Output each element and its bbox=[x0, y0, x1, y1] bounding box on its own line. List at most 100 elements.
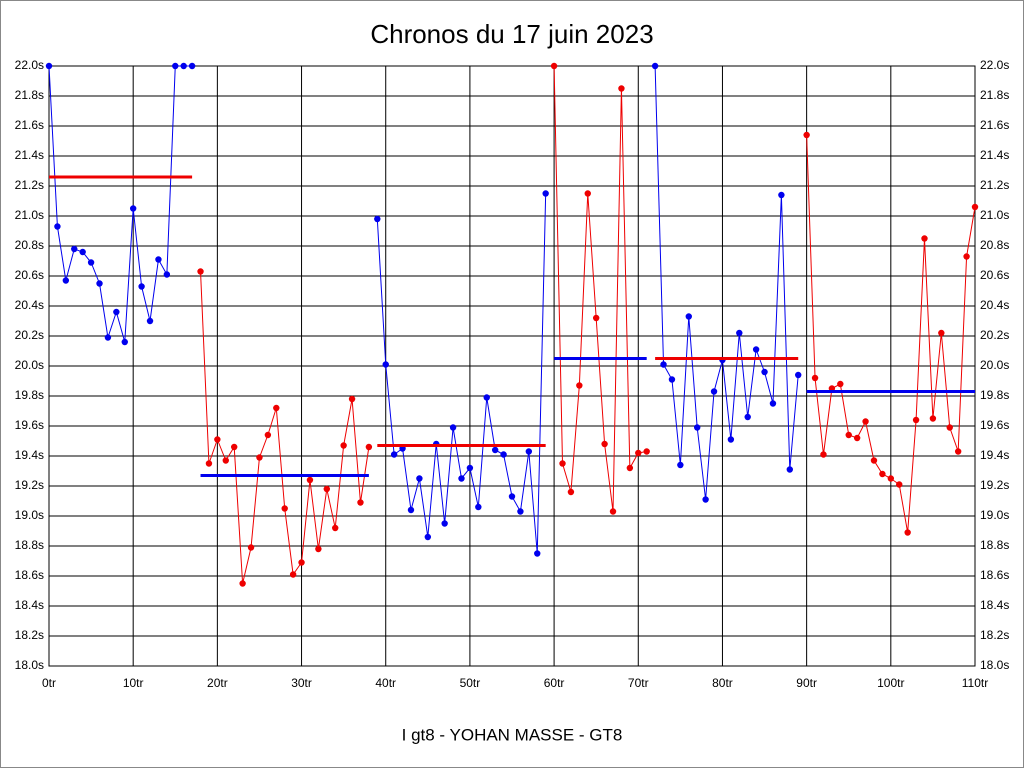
y-tick-label-right: 21.8s bbox=[980, 88, 1009, 102]
point bbox=[483, 394, 490, 401]
point bbox=[525, 448, 533, 455]
point bbox=[879, 470, 886, 478]
y-tick-label-right: 19.6s bbox=[980, 418, 1009, 432]
y-tick-label: 20.8s bbox=[15, 238, 44, 252]
point bbox=[348, 395, 356, 403]
point bbox=[769, 400, 777, 407]
y-tick-label: 18.4s bbox=[15, 598, 44, 612]
y-tick-label-right: 20.4s bbox=[980, 298, 1009, 312]
x-tick-label: 60tr bbox=[544, 676, 565, 690]
point bbox=[163, 271, 171, 278]
point bbox=[668, 376, 676, 383]
point bbox=[592, 314, 600, 322]
point bbox=[921, 235, 928, 242]
point bbox=[837, 380, 844, 388]
point bbox=[576, 382, 583, 389]
y-tick-label-right: 20.2s bbox=[980, 328, 1009, 342]
point bbox=[407, 506, 415, 514]
y-tick-label: 18.0s bbox=[15, 658, 44, 672]
y-tick-label: 20.6s bbox=[15, 268, 44, 282]
point bbox=[256, 454, 263, 461]
point bbox=[205, 460, 213, 467]
point bbox=[172, 62, 179, 70]
point bbox=[466, 464, 474, 472]
point bbox=[963, 253, 970, 260]
y-tick-label: 19.0s bbox=[15, 508, 44, 522]
chart-title: Chronos du 17 juin 2023 bbox=[370, 19, 653, 49]
point bbox=[281, 505, 288, 512]
point bbox=[197, 268, 204, 275]
point bbox=[188, 62, 196, 70]
point bbox=[264, 431, 272, 439]
y-tick-label-right: 18.2s bbox=[980, 628, 1009, 642]
point bbox=[222, 457, 229, 464]
point bbox=[508, 493, 516, 500]
y-tick-label: 18.8s bbox=[15, 538, 44, 552]
point bbox=[727, 436, 735, 443]
point bbox=[62, 277, 70, 284]
point bbox=[390, 451, 398, 458]
point bbox=[323, 485, 330, 493]
point bbox=[601, 440, 608, 448]
point bbox=[298, 559, 305, 566]
point bbox=[374, 215, 381, 223]
y-tick-label: 19.6s bbox=[15, 418, 44, 432]
point bbox=[761, 368, 768, 376]
point bbox=[862, 418, 869, 425]
x-tick-label: 90tr bbox=[796, 676, 817, 690]
x-axis-label: I gt8 - YOHAN MASSE - GT8 bbox=[402, 725, 623, 744]
y-tick-label: 21.4s bbox=[15, 148, 44, 162]
y-tick-label-right: 20.0s bbox=[980, 358, 1009, 372]
point bbox=[567, 488, 575, 496]
y-tick-label-right: 21.4s bbox=[980, 148, 1009, 162]
point bbox=[744, 413, 751, 421]
y-tick-label-right: 20.8s bbox=[980, 238, 1009, 252]
point bbox=[306, 476, 314, 484]
y-tick-label-right: 21.0s bbox=[980, 208, 1009, 222]
point bbox=[651, 62, 659, 70]
point bbox=[416, 475, 423, 482]
point bbox=[710, 388, 718, 395]
point bbox=[340, 442, 347, 449]
point bbox=[626, 464, 634, 472]
y-tick-label-right: 22.0s bbox=[980, 58, 1009, 72]
point bbox=[146, 317, 154, 325]
point bbox=[273, 404, 280, 412]
point bbox=[912, 416, 920, 424]
point bbox=[54, 223, 61, 230]
y-tick-label: 22.0s bbox=[15, 58, 44, 72]
point bbox=[155, 256, 162, 263]
point bbox=[584, 190, 591, 197]
x-tick-label: 70tr bbox=[628, 676, 649, 690]
y-tick-label-right: 18.6s bbox=[980, 568, 1009, 582]
point bbox=[820, 451, 827, 458]
point bbox=[694, 424, 701, 431]
point bbox=[845, 431, 852, 439]
point bbox=[247, 544, 255, 551]
point bbox=[96, 280, 103, 287]
x-tick-label: 0tr bbox=[42, 676, 56, 690]
point bbox=[357, 499, 364, 506]
y-tick-label: 19.4s bbox=[15, 448, 44, 462]
y-tick-label: 20.2s bbox=[15, 328, 44, 342]
y-tick-label-right: 18.8s bbox=[980, 538, 1009, 552]
y-tick-label: 19.8s bbox=[15, 388, 44, 402]
x-tick-label: 50tr bbox=[460, 676, 481, 690]
point bbox=[677, 461, 684, 469]
y-tick-label: 19.2s bbox=[15, 478, 44, 492]
x-tick-label: 80tr bbox=[712, 676, 733, 690]
point bbox=[449, 424, 457, 431]
point bbox=[424, 533, 432, 541]
point bbox=[660, 361, 667, 368]
point bbox=[946, 424, 953, 431]
point bbox=[550, 62, 558, 70]
y-tick-label: 20.4s bbox=[15, 298, 44, 312]
y-tick-label-right: 19.4s bbox=[980, 448, 1009, 462]
point bbox=[332, 524, 339, 532]
x-tick-label: 10tr bbox=[123, 676, 144, 690]
point bbox=[534, 550, 541, 557]
point bbox=[180, 62, 187, 70]
point bbox=[113, 308, 120, 316]
